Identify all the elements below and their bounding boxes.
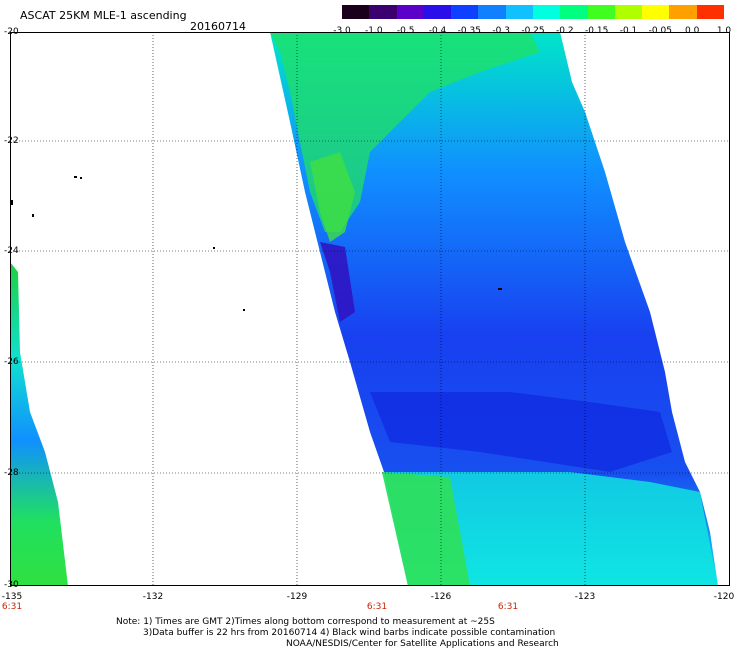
color-scale-segment bbox=[396, 5, 424, 19]
color-scale-bar bbox=[342, 5, 724, 19]
color-scale-segment bbox=[669, 5, 697, 19]
color-scale-segment bbox=[696, 5, 724, 19]
lat-label-20: -20 bbox=[4, 27, 19, 37]
lon-label-126: -126 bbox=[430, 592, 452, 602]
color-scale-segment bbox=[505, 5, 533, 19]
color-scale-label: -0.5 bbox=[396, 26, 415, 36]
lower-cyan-region bbox=[382, 472, 718, 586]
color-scale-label: -0.1 bbox=[619, 26, 638, 36]
lat-label-22: -22 bbox=[4, 136, 19, 146]
map-title: ASCAT 25KM MLE-1 ascending bbox=[20, 9, 187, 22]
dark-blue-band bbox=[370, 392, 672, 472]
color-scale-labels: -3.0 -1.0 -0.5 -0.4 -0.35 -0.3 -0.25 -0.2 -0.15-… bbox=[330, 26, 735, 38]
lon-label-135: -135 bbox=[1, 592, 23, 602]
color-scale-segment bbox=[532, 5, 561, 19]
lat-label-30: -30 bbox=[4, 580, 19, 590]
swath-map bbox=[10, 32, 730, 586]
purple-edge bbox=[320, 242, 355, 322]
color-scale-segment bbox=[642, 5, 670, 19]
lat-label-24: -24 bbox=[4, 246, 19, 256]
lon-label-120: -120 bbox=[713, 592, 735, 602]
color-scale-label: -1.0 bbox=[365, 26, 383, 36]
color-scale-segment bbox=[342, 5, 370, 19]
color-scale-label: -0.05 bbox=[648, 26, 672, 36]
color-scale-segment bbox=[369, 5, 397, 19]
color-scale-label: -0.15 bbox=[585, 26, 609, 36]
time-label: 6:31 bbox=[366, 602, 388, 612]
lon-label-132: -132 bbox=[142, 592, 164, 602]
lower-green-patch bbox=[382, 472, 470, 586]
color-scale-label: -0.2 bbox=[556, 26, 574, 36]
note-line-3: NOAA/NESDIS/Center for Satellite Applica… bbox=[286, 639, 559, 649]
note-line-2: 3)Data buffer is 22 hrs from 20160714 4)… bbox=[143, 628, 556, 638]
map-date: 20160714 bbox=[190, 20, 246, 33]
color-scale-label: 1.0 bbox=[716, 26, 732, 36]
color-scale-segment bbox=[614, 5, 643, 19]
islands bbox=[10, 176, 502, 311]
color-scale-label: -0.35 bbox=[457, 26, 481, 36]
lon-label-123: -123 bbox=[574, 592, 596, 602]
lon-label-129: -129 bbox=[286, 592, 308, 602]
note-line-1: Note: 1) Times are GMT 2)Times along bot… bbox=[116, 617, 495, 627]
color-scale-label: -3.0 bbox=[333, 26, 351, 36]
color-scale-segment bbox=[478, 5, 506, 19]
lat-grid bbox=[10, 140, 730, 474]
color-scale-label: -0.3 bbox=[492, 26, 510, 36]
lat-label-28: -28 bbox=[4, 468, 19, 478]
green-patch-upper bbox=[310, 152, 355, 242]
color-scale-label: -0.25 bbox=[521, 26, 545, 36]
color-scale-label: 0.0 bbox=[684, 26, 700, 36]
time-label: 6:31 bbox=[497, 602, 519, 612]
time-label: 6:31 bbox=[1, 602, 23, 612]
left-swath bbox=[10, 262, 68, 586]
color-scale-segment bbox=[423, 5, 452, 19]
lon-grid bbox=[152, 32, 586, 586]
color-scale-label: -0.4 bbox=[428, 26, 447, 36]
lat-label-26: -26 bbox=[4, 357, 19, 367]
color-scale-segment bbox=[451, 5, 479, 19]
color-scale-segment bbox=[587, 5, 615, 19]
color-scale-segment bbox=[560, 5, 588, 19]
